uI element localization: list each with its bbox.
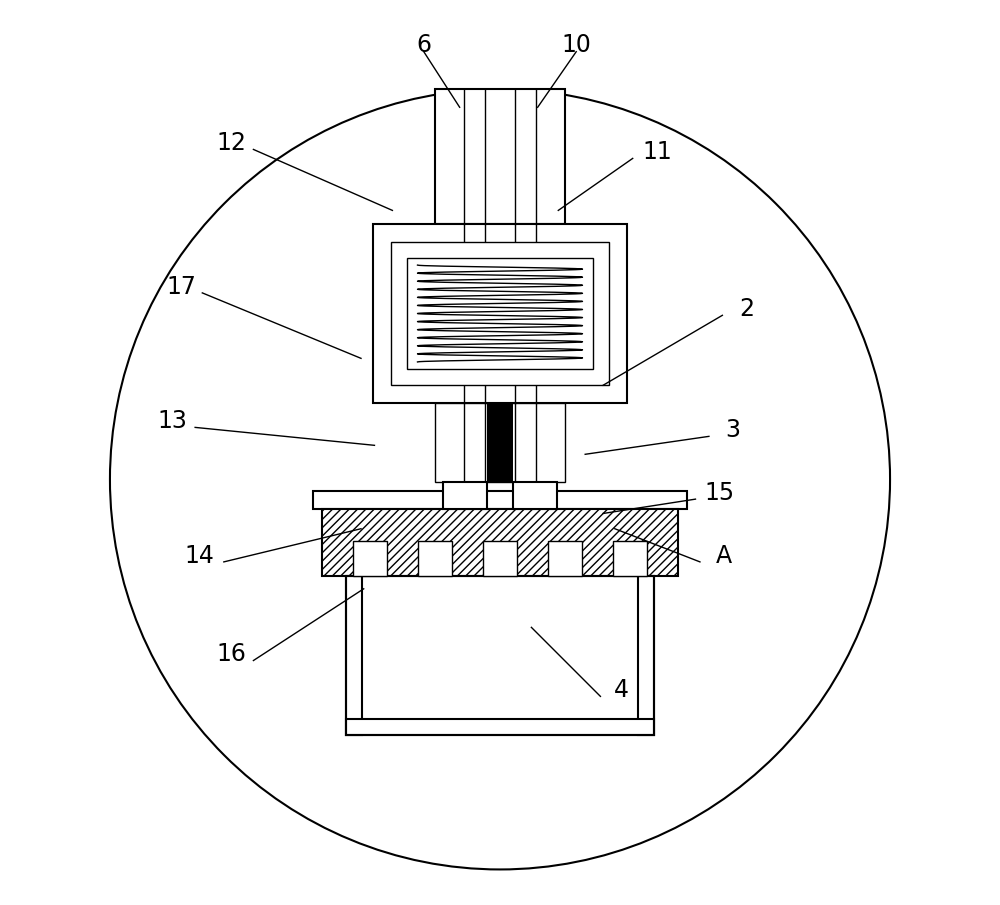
- Bar: [373, 224, 627, 404]
- Bar: [638, 576, 654, 735]
- Bar: [487, 404, 513, 482]
- Bar: [362, 576, 638, 719]
- Text: 15: 15: [705, 481, 735, 505]
- Text: 12: 12: [216, 131, 246, 155]
- Bar: [513, 482, 557, 509]
- Bar: [346, 719, 654, 735]
- Bar: [407, 258, 593, 369]
- Bar: [548, 541, 582, 576]
- Text: 14: 14: [185, 544, 215, 567]
- Text: 13: 13: [158, 409, 188, 433]
- Bar: [443, 482, 487, 509]
- Bar: [353, 541, 387, 576]
- Text: 11: 11: [642, 140, 672, 164]
- Text: 2: 2: [739, 297, 754, 321]
- Bar: [418, 541, 452, 576]
- Bar: [613, 541, 647, 576]
- Bar: [435, 90, 565, 224]
- Bar: [346, 576, 362, 735]
- Bar: [391, 242, 609, 386]
- Text: A: A: [716, 544, 732, 567]
- Bar: [322, 509, 678, 576]
- Text: 10: 10: [561, 33, 591, 56]
- Bar: [435, 404, 565, 482]
- Text: 16: 16: [216, 643, 246, 666]
- Bar: [313, 491, 687, 509]
- Text: 17: 17: [167, 274, 197, 299]
- Bar: [346, 576, 654, 735]
- Text: 4: 4: [614, 678, 629, 702]
- Text: 3: 3: [726, 418, 741, 442]
- Text: 6: 6: [416, 33, 431, 56]
- Bar: [483, 541, 517, 576]
- Bar: [322, 509, 678, 576]
